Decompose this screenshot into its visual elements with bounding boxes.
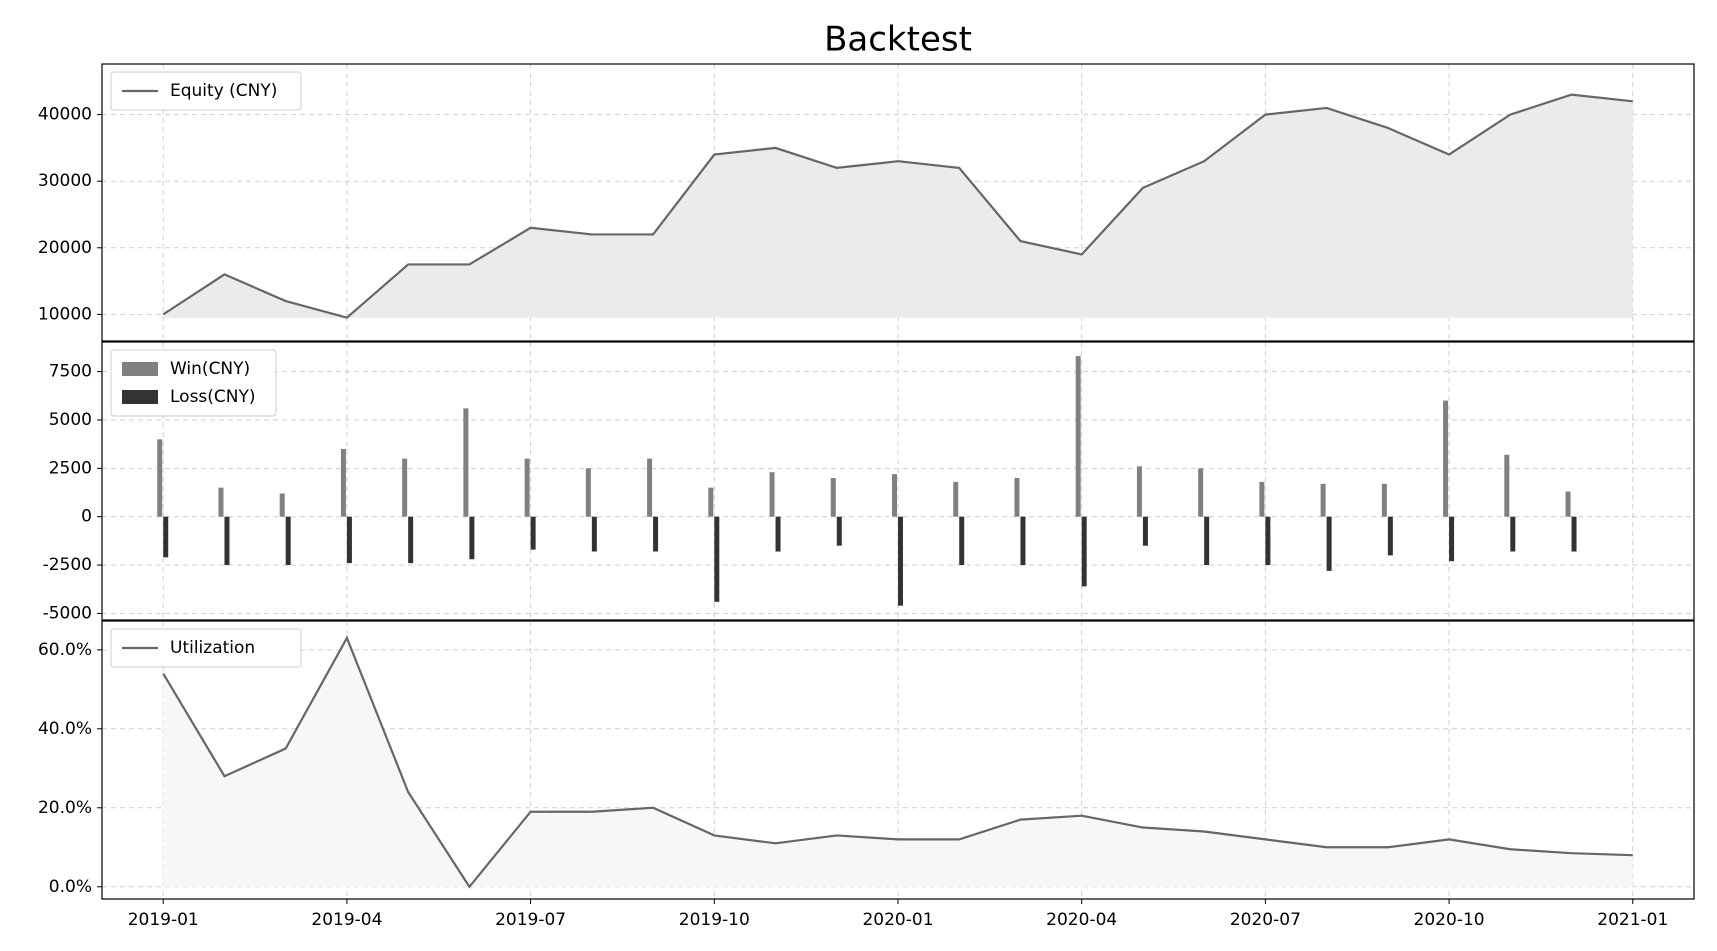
bar bbox=[830, 478, 836, 517]
bar bbox=[1449, 516, 1455, 562]
line bbox=[162, 635, 1633, 889]
bar bbox=[279, 493, 285, 517]
y-tick-label: 20.0% bbox=[38, 798, 92, 818]
y-tick-label: 5000 bbox=[49, 410, 92, 430]
bar bbox=[585, 468, 591, 517]
bar bbox=[1014, 478, 1020, 517]
bar bbox=[775, 516, 781, 552]
x-tick-label: 2021-01 bbox=[1597, 910, 1668, 930]
area bbox=[163, 637, 1633, 887]
bar bbox=[524, 458, 530, 517]
bar bbox=[463, 408, 469, 517]
bar bbox=[1142, 516, 1148, 546]
y-tick-label: 2500 bbox=[49, 458, 92, 478]
bar bbox=[1198, 468, 1204, 517]
bar bbox=[653, 516, 659, 552]
y-tick-label: 30000 bbox=[38, 171, 92, 191]
chart-title: Backtest bbox=[824, 20, 972, 60]
bar bbox=[402, 458, 408, 517]
legend-box bbox=[110, 628, 302, 668]
x-tick-label: 2020-07 bbox=[1230, 910, 1301, 930]
bar bbox=[714, 516, 720, 602]
bar bbox=[1510, 516, 1516, 552]
legend-box bbox=[110, 71, 302, 111]
bar bbox=[1081, 516, 1087, 587]
legend: Equity (CNY) bbox=[110, 71, 302, 111]
y-tick-label: -5000 bbox=[43, 603, 92, 623]
bar bbox=[1204, 516, 1210, 566]
bar bbox=[469, 516, 475, 560]
legend-label: Utilization bbox=[170, 638, 255, 658]
legend-swatch bbox=[122, 390, 158, 404]
bar bbox=[836, 516, 842, 546]
y-tick-label: 7500 bbox=[49, 362, 92, 382]
bar bbox=[1571, 516, 1577, 552]
legend-swatch bbox=[122, 362, 158, 376]
x-tick-label: 2019-10 bbox=[679, 910, 750, 930]
x-tick-label: 2019-04 bbox=[311, 910, 382, 930]
bar bbox=[346, 516, 352, 564]
bar bbox=[1075, 356, 1081, 517]
bar bbox=[408, 516, 414, 564]
x-tick-label: 2020-01 bbox=[862, 910, 933, 930]
y-tick-label: -2500 bbox=[43, 555, 92, 575]
y-tick-label: 10000 bbox=[38, 304, 92, 324]
legend-label: Equity (CNY) bbox=[170, 81, 277, 101]
y-tick-label: 0 bbox=[81, 507, 92, 527]
bar bbox=[591, 516, 597, 552]
legend-label: Loss(CNY) bbox=[170, 387, 256, 407]
bar bbox=[530, 516, 536, 550]
bar bbox=[1565, 491, 1571, 517]
bar bbox=[340, 448, 346, 517]
line bbox=[162, 93, 1633, 319]
x-tick-label: 2019-01 bbox=[128, 910, 199, 930]
y-tick-label: 20000 bbox=[38, 238, 92, 258]
y-tick-label: 60.0% bbox=[38, 640, 92, 660]
bar bbox=[1020, 516, 1026, 566]
bar bbox=[959, 516, 965, 566]
x-tick-label: 2019-07 bbox=[495, 910, 566, 930]
x-tick-label: 2020-04 bbox=[1046, 910, 1117, 930]
bar bbox=[1387, 516, 1393, 556]
y-tick-label: 40000 bbox=[38, 105, 92, 125]
bar bbox=[1443, 400, 1449, 517]
bar bbox=[1381, 483, 1387, 517]
legend-label: Win(CNY) bbox=[170, 359, 250, 379]
bar bbox=[647, 458, 653, 517]
bar bbox=[218, 487, 224, 517]
bar bbox=[1326, 516, 1332, 571]
bar bbox=[1265, 516, 1271, 566]
bar bbox=[285, 516, 291, 566]
bar bbox=[898, 516, 903, 606]
x-tick-label: 2020-10 bbox=[1414, 910, 1485, 930]
legend: Utilization bbox=[110, 628, 302, 668]
bar bbox=[1504, 454, 1510, 517]
axes-frame bbox=[101, 341, 1695, 621]
bar bbox=[769, 472, 775, 517]
bar bbox=[892, 474, 897, 517]
y-tick-label: 0.0% bbox=[49, 877, 92, 897]
area bbox=[163, 94, 1633, 318]
bar bbox=[953, 481, 959, 517]
legend: Win(CNY) Loss(CNY) bbox=[110, 349, 277, 417]
bar bbox=[708, 487, 714, 517]
bar bbox=[1320, 483, 1326, 517]
axes-frame bbox=[101, 63, 1695, 342]
y-tick-label: 40.0% bbox=[38, 719, 92, 739]
bar bbox=[163, 516, 169, 558]
bar bbox=[1259, 481, 1265, 517]
bar bbox=[157, 439, 163, 517]
bar bbox=[1136, 466, 1142, 517]
bar bbox=[224, 516, 230, 566]
